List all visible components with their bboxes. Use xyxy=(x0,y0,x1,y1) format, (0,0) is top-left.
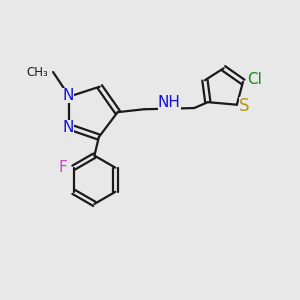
Text: CH₃: CH₃ xyxy=(26,65,48,79)
Text: F: F xyxy=(59,160,68,175)
Text: N: N xyxy=(62,88,74,104)
Text: S: S xyxy=(239,97,250,115)
Text: Cl: Cl xyxy=(247,72,262,87)
Text: N: N xyxy=(62,120,74,135)
Text: NH: NH xyxy=(158,95,181,110)
